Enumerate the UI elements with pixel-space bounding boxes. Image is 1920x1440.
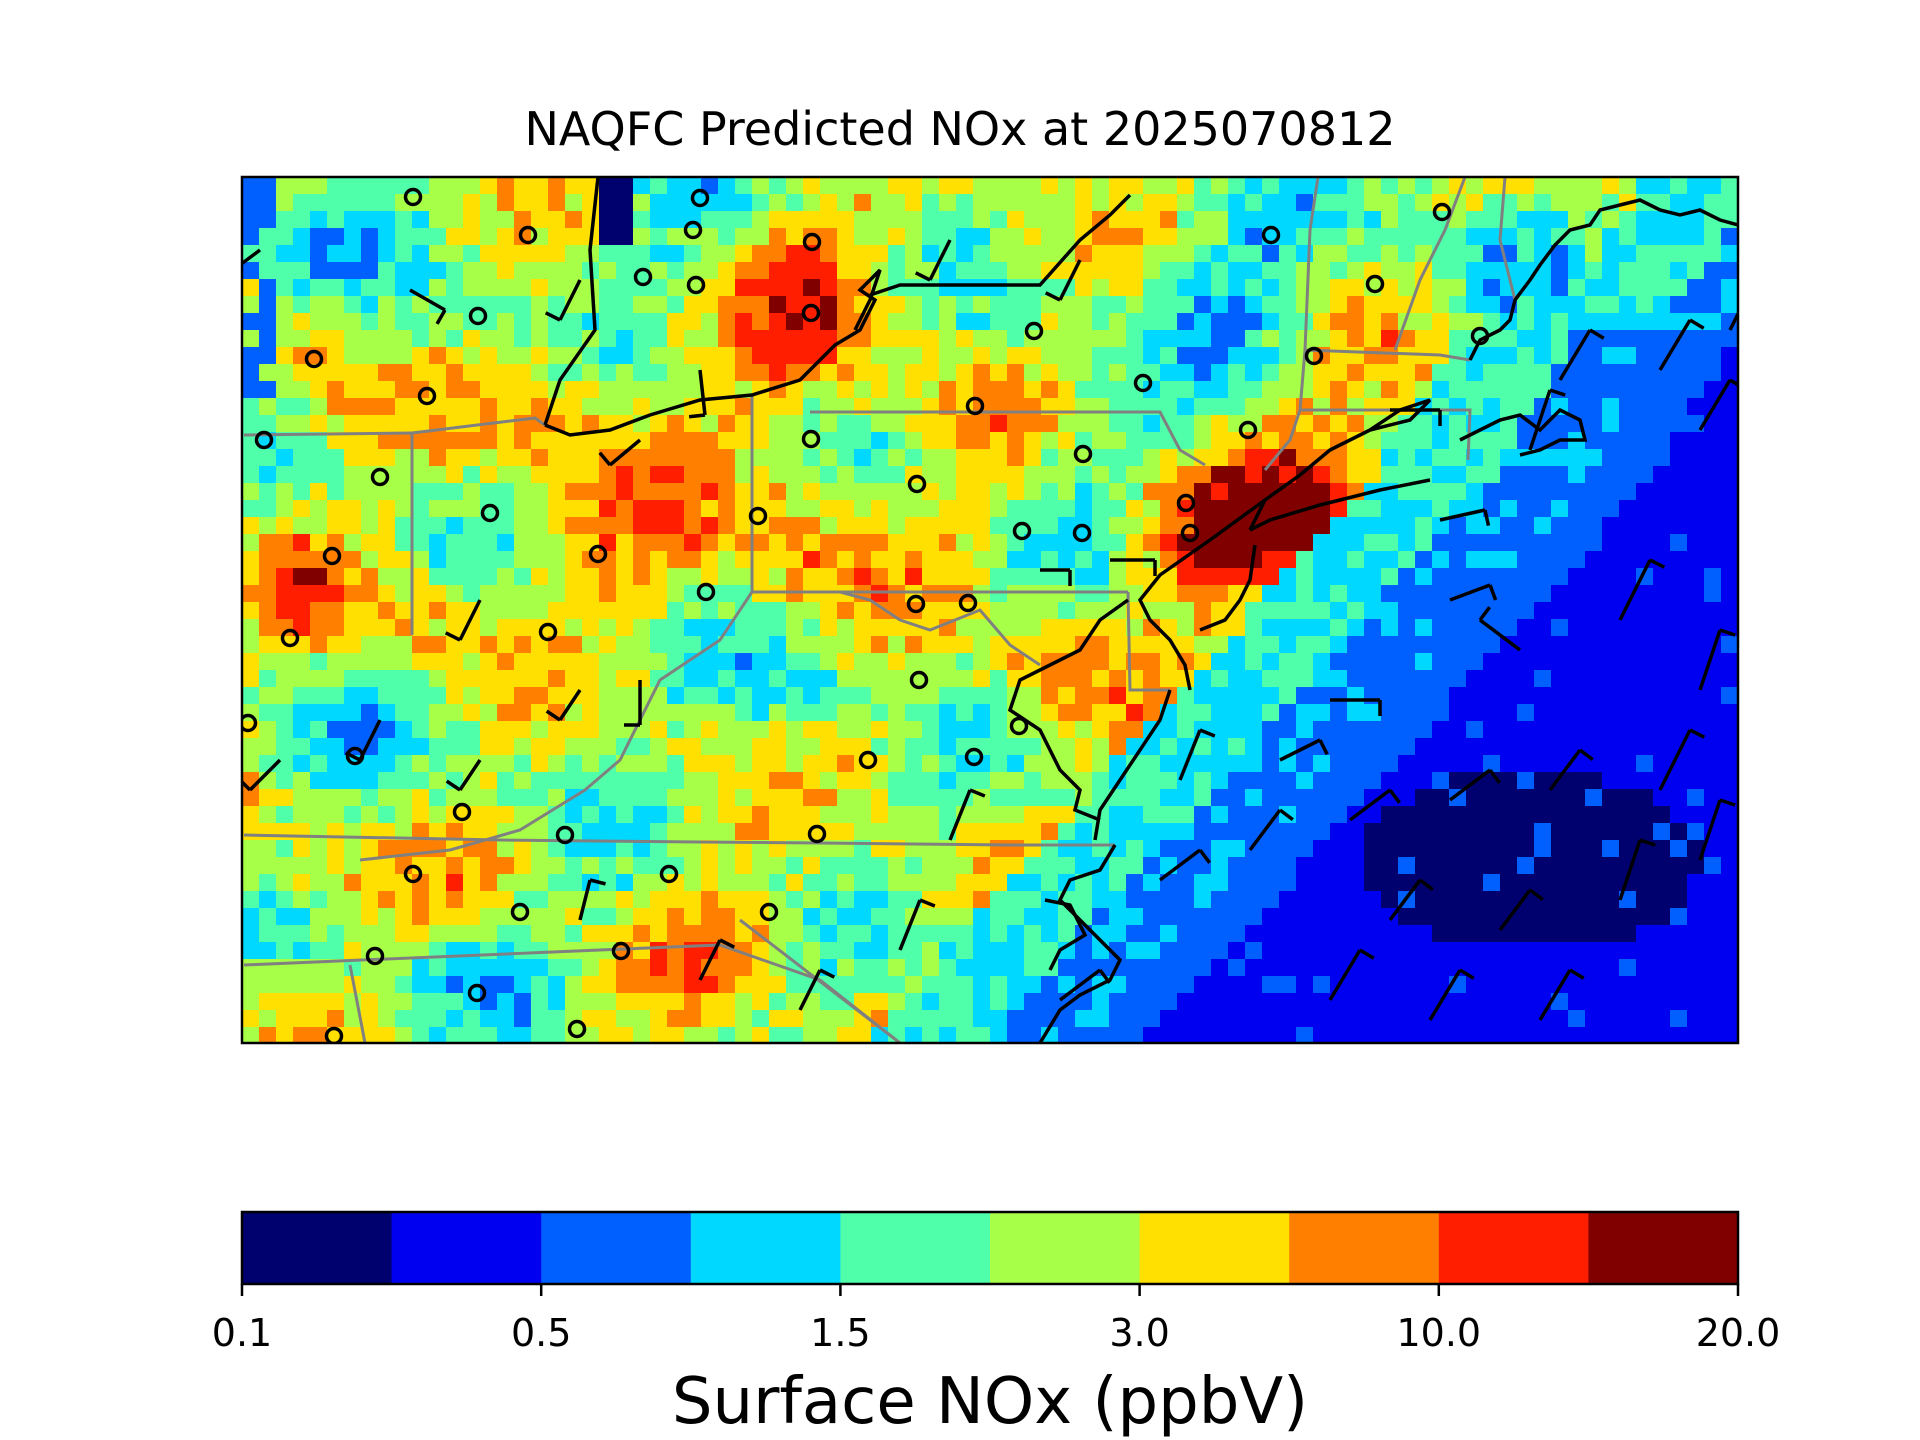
site-marker bbox=[1072, 523, 1092, 543]
colorbar-swatch bbox=[690, 1212, 841, 1284]
nox-field bbox=[242, 177, 1738, 1043]
site-marker bbox=[1261, 225, 1281, 245]
colorbar-swatch bbox=[1139, 1212, 1290, 1284]
site-marker bbox=[588, 544, 608, 564]
site-marker bbox=[1432, 202, 1452, 222]
site-marker bbox=[1073, 444, 1093, 464]
site-marker bbox=[1176, 493, 1196, 513]
site-marker bbox=[807, 824, 827, 844]
site-marker bbox=[748, 506, 768, 526]
colorbar-label: Surface NOx (ppbV) bbox=[671, 1365, 1309, 1439]
site-marker bbox=[403, 864, 423, 884]
site-marker bbox=[690, 188, 710, 208]
site-marker bbox=[1009, 716, 1029, 736]
site-marker bbox=[802, 232, 822, 252]
site-marker bbox=[480, 503, 500, 523]
site-marker bbox=[801, 429, 821, 449]
site-marker bbox=[510, 902, 530, 922]
site-marker bbox=[538, 622, 558, 642]
site-marker bbox=[324, 1026, 344, 1043]
site-marker bbox=[304, 349, 324, 369]
site-marker bbox=[322, 546, 342, 566]
colorbar-swatch bbox=[990, 1212, 1141, 1284]
site-marker bbox=[1238, 420, 1258, 440]
site-marker bbox=[365, 946, 385, 966]
site-marker bbox=[280, 628, 300, 648]
site-marker bbox=[907, 474, 927, 494]
colorbar-tick-label: 10.0 bbox=[1396, 1311, 1481, 1355]
site-marker bbox=[958, 593, 978, 613]
site-marker bbox=[683, 220, 703, 240]
colorbar-swatch bbox=[242, 1212, 393, 1284]
site-marker bbox=[370, 467, 390, 487]
site-marker bbox=[467, 983, 487, 1003]
site-marker bbox=[452, 802, 472, 822]
colorbar-frame bbox=[240, 1210, 1740, 1286]
site-marker bbox=[345, 746, 365, 766]
site-marker bbox=[1133, 373, 1153, 393]
colorbar bbox=[240, 1210, 1740, 1286]
map-frame bbox=[240, 175, 1740, 1045]
site-marker bbox=[254, 430, 274, 450]
site-marker bbox=[659, 864, 679, 884]
site-marker bbox=[468, 306, 488, 326]
site-marker bbox=[801, 303, 821, 323]
site-marker bbox=[909, 670, 929, 690]
colorbar-swatch bbox=[1289, 1212, 1440, 1284]
site-marker bbox=[611, 941, 631, 961]
map-area bbox=[242, 177, 1738, 1043]
site-marker bbox=[1304, 346, 1324, 366]
colorbar-tick-label: 0.1 bbox=[212, 1311, 272, 1355]
site-marker bbox=[555, 825, 575, 845]
site-marker bbox=[242, 713, 258, 733]
colorbar-tick-label: 3.0 bbox=[1109, 1311, 1169, 1355]
site-marker bbox=[906, 594, 926, 614]
site-marker bbox=[858, 750, 878, 770]
chart-title: NAQFC Predicted NOx at 2025070812 bbox=[524, 102, 1396, 156]
colorbar-ticks: 0.1 0.5 1.5 3.0 10.0 20.0 bbox=[212, 1284, 1781, 1355]
site-marker bbox=[696, 582, 716, 602]
site-marker bbox=[964, 747, 984, 767]
colorbar-swatch bbox=[541, 1212, 692, 1284]
site-marker bbox=[1180, 523, 1200, 543]
colorbar-swatch bbox=[840, 1212, 991, 1284]
site-marker bbox=[965, 396, 985, 416]
colorbar-tick-label: 0.5 bbox=[511, 1311, 571, 1355]
site-marker bbox=[1365, 274, 1385, 294]
site-marker bbox=[633, 267, 653, 287]
coastlines bbox=[543, 177, 1738, 1043]
colorbar-tick-label: 1.5 bbox=[810, 1311, 870, 1355]
monitoring-sites bbox=[242, 187, 1490, 1043]
colorbar-tick-label: 20.0 bbox=[1696, 1311, 1781, 1355]
colorbar-swatch bbox=[1588, 1212, 1739, 1284]
site-marker bbox=[518, 225, 538, 245]
site-marker bbox=[1012, 521, 1032, 541]
site-marker bbox=[417, 386, 437, 406]
site-marker bbox=[686, 275, 706, 295]
site-marker bbox=[1470, 326, 1490, 346]
state-borders bbox=[243, 177, 1517, 1043]
site-marker bbox=[759, 902, 779, 922]
colorbar-swatch bbox=[391, 1212, 542, 1284]
site-marker bbox=[1024, 321, 1044, 341]
site-marker bbox=[567, 1019, 587, 1039]
site-marker bbox=[403, 187, 423, 207]
wind-barbs bbox=[242, 239, 1738, 1021]
colorbar-swatch bbox=[1438, 1212, 1589, 1284]
